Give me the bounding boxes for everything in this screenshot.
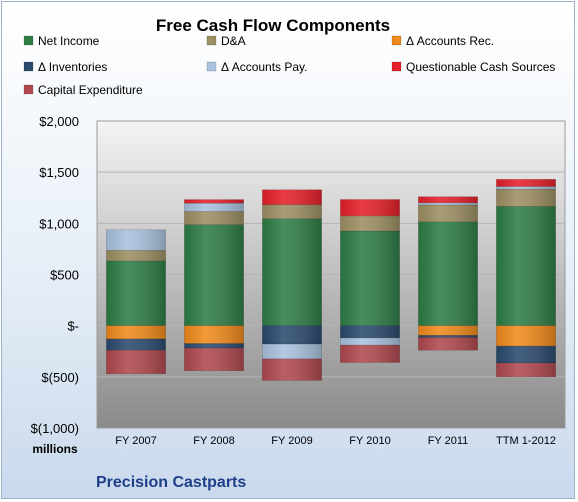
x-tick-label: TTM 1-2012 [496,435,556,447]
bar-segment-accounts-rec [496,325,556,347]
bar-segment-accounts-pay [340,337,400,346]
x-tick-label: FY 2011 [428,435,469,447]
bar-segment-accounts-rec [418,325,478,336]
legend-item-capital-expenditure: Capital Expenditure [23,83,143,97]
bar-segment-accounts-pay [106,229,166,251]
legend-label: Δ Accounts Rec. [406,34,494,48]
x-tick-label: FY 2010 [349,435,390,447]
legend-swatch [23,61,34,72]
legend-label: Capital Expenditure [38,83,143,97]
bar-segment-inventories [418,335,478,338]
legend-item-questionable-cash-sources: Questionable Cash Sources [391,60,555,74]
bars [106,179,556,381]
legend-label: Questionable Cash Sources [406,60,555,74]
chart-title: Free Cash Flow Components [156,16,390,35]
bar-segment-net-income [262,218,322,326]
footer-brand: Precision Castparts [96,474,246,491]
bar-segment-capital-expenditure [184,347,244,371]
x-tick-label: FY 2007 [115,435,156,447]
bar-segment-questionable-cash-sources [418,196,478,204]
bar-segment-net-income [418,221,478,326]
bar-segment-accounts-pay [418,202,478,206]
legend-swatch [391,35,402,46]
bar-segment-inventories [340,325,400,339]
bar-segment-accounts-rec [184,325,244,344]
bar-segment-inventories [106,338,166,351]
y-axis-units: millions [32,442,78,456]
bar-segment-d-a [496,188,556,207]
y-tick-label: $1,500 [39,165,79,180]
bar-segment-capital-expenditure [262,358,322,381]
legend-item-accounts-pay: Δ Accounts Pay. [206,60,308,74]
bar-segment-capital-expenditure [340,344,400,363]
bar-segment-d-a [106,249,166,262]
bar-segment-inventories [184,343,244,349]
bar-segment-questionable-cash-sources [262,189,322,205]
bar-segment-capital-expenditure [106,349,166,375]
bar-segment-inventories [262,325,322,345]
bar-segment-net-income [496,206,556,326]
bar-segment-d-a [262,204,322,219]
legend-swatch [23,35,34,46]
legend-label: D&A [221,34,246,48]
bar-segment-questionable-cash-sources [184,199,244,204]
y-tick-label: $1,000 [39,216,79,231]
legend: Net Income D&A Δ Accounts Rec. Δ Inventorie… [23,34,555,97]
bar-segment-accounts-rec [106,325,166,340]
y-tick-label: $2,000 [39,114,79,129]
gridlines [97,171,565,378]
legend-label: Δ Inventories [38,60,107,74]
bar-segment-questionable-cash-sources [496,179,556,187]
bar-segment-accounts-pay [184,202,244,212]
legend-item-accounts-rec: Δ Accounts Rec. [391,34,494,48]
legend-swatch [391,61,402,72]
x-tick-label: FY 2008 [193,435,234,447]
y-tick-label: $(500) [41,370,79,385]
x-axis-ticks: FY 2007 FY 2008 FY 2009 FY 2010 FY 2011 TTM 1… [115,435,556,447]
bar-segment-inventories [496,345,556,364]
legend-swatch [206,35,217,46]
bar-segment-accounts-pay [496,186,556,190]
legend-item-d-a: D&A [206,34,246,48]
legend-item-net-income: Net Income [23,34,100,48]
bar-segment-capital-expenditure [418,337,478,351]
bar-segment-d-a [418,204,478,223]
x-tick-label: FY 2009 [271,435,312,447]
y-tick-label: $- [67,319,79,334]
y-axis-ticks: $2,000 $1,500 $1,000 $500 $- $(500) $(1,000) [31,114,79,436]
bar-segment-capital-expenditure [496,362,556,378]
y-tick-label: $(1,000) [31,421,79,436]
legend-swatch [23,84,34,95]
legend-label: Net Income [38,34,100,48]
bar-segment-net-income [340,230,400,326]
legend-item-inventories: Δ Inventories [23,60,107,74]
bar-segment-net-income [184,224,244,326]
y-tick-label: $500 [50,268,79,283]
bar-segment-questionable-cash-sources [340,199,400,217]
legend-label: Δ Accounts Pay. [221,60,308,74]
bar-segment-d-a [340,215,400,232]
legend-swatch [206,61,217,72]
bar-segment-net-income [106,260,166,326]
bar-segment-d-a [184,211,244,225]
bar-segment-accounts-pay [262,343,322,360]
